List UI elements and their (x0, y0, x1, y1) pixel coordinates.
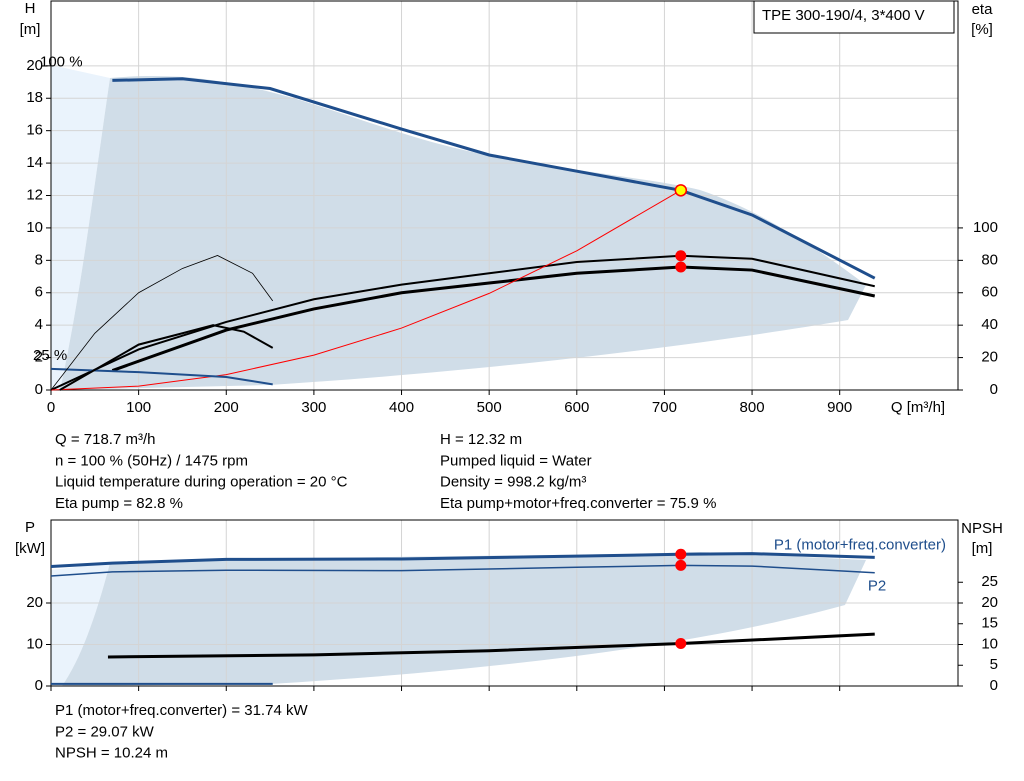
curve (107, 632, 875, 659)
x-tick-label: 0 (47, 399, 55, 416)
y-tick-label: 8 (35, 251, 43, 268)
info-line: Q = 718.7 m³/h (55, 431, 155, 448)
x-tick-label: 600 (564, 399, 589, 416)
y2-tick-label: 40 (981, 316, 998, 333)
curve (111, 265, 876, 372)
info-line: Pumped liquid = Water (440, 452, 592, 469)
speed-label: 25 % (33, 347, 67, 364)
y-axis-label: H (25, 0, 36, 17)
info-line: Eta pump+motor+freq.converter = 75.9 % (440, 495, 716, 512)
y2-tick-label: 60 (981, 284, 998, 301)
curve (50, 254, 875, 391)
x-axis-label: Q [m³/h] (891, 399, 945, 416)
info-line: P2 = 29.07 kW (55, 723, 155, 740)
plot-frame (50, 0, 959, 391)
y2-tick-label: 0 (990, 677, 998, 694)
operating-area (60, 76, 866, 391)
y-axis-label: P (25, 519, 35, 536)
min-area-bottom (51, 563, 110, 686)
series-label: P2 (868, 578, 886, 595)
curve (50, 564, 875, 577)
y2-axis-unit: [m] (972, 540, 993, 557)
curve (112, 77, 876, 280)
y-axis-unit: [m] (20, 21, 41, 38)
x-tick-label: 700 (652, 399, 677, 416)
curve (50, 552, 875, 568)
y-tick-label: 0 (35, 381, 43, 398)
duty-point (674, 184, 688, 197)
info-line: Eta pump = 82.8 % (55, 495, 183, 512)
curve (50, 255, 274, 391)
y-tick-label: 16 (26, 122, 43, 139)
y-tick-label: 10 (26, 219, 43, 236)
duty-point (675, 548, 687, 560)
title-box-text: TPE 300-190/4, 3*400 V (762, 7, 925, 24)
y2-tick-label: 80 (981, 251, 998, 268)
y2-axis-label: eta (972, 1, 994, 18)
info-line: P1 (motor+freq.converter) = 31.74 kW (55, 702, 308, 719)
y2-tick-label: 20 (981, 594, 998, 611)
duty-point (675, 638, 687, 650)
y2-tick-label: 100 (973, 219, 998, 236)
curve (59, 324, 274, 391)
y-tick-label: 20 (26, 57, 43, 74)
y2-tick-label: 25 (981, 573, 998, 590)
info-line: H = 12.32 m (440, 431, 522, 448)
y-tick-label: 0 (35, 677, 43, 694)
y2-tick-label: 15 (981, 615, 998, 632)
y-tick-label: 18 (26, 89, 43, 106)
plot-frame (50, 519, 959, 687)
y-tick-label: 2 (35, 349, 43, 366)
info-line: Liquid temperature during operation = 20… (55, 474, 348, 491)
x-tick-label: 900 (827, 399, 852, 416)
y2-axis-unit: [%] (971, 21, 993, 38)
x-tick-label: 300 (301, 399, 326, 416)
info-line: n = 100 % (50Hz) / 1475 rpm (55, 452, 248, 469)
y2-tick-label: 5 (990, 656, 998, 673)
y2-tick-label: 0 (990, 381, 998, 398)
y-tick-label: 14 (26, 154, 43, 171)
y2-tick-label: 20 (981, 349, 998, 366)
x-tick-label: 400 (389, 399, 414, 416)
y-tick-label: 4 (35, 316, 43, 333)
duty-point (675, 250, 687, 262)
y-tick-label: 12 (26, 186, 43, 203)
x-tick-label: 100 (126, 399, 151, 416)
y-tick-label: 10 (26, 635, 43, 652)
speed-label: 100 % (40, 54, 83, 71)
info-line: Density = 998.2 kg/m³ (440, 474, 586, 491)
curve (50, 189, 682, 391)
y-axis-unit: [kW] (15, 540, 45, 557)
duty-point (675, 261, 687, 273)
series-label: P1 (motor+freq.converter) (774, 536, 946, 553)
power-area (62, 552, 866, 686)
x-tick-label: 800 (740, 399, 765, 416)
y2-axis-label: NPSH (961, 520, 1003, 537)
y-tick-label: 6 (35, 284, 43, 301)
duty-point (675, 559, 687, 571)
x-tick-label: 500 (477, 399, 502, 416)
y2-tick-label: 10 (981, 635, 998, 652)
title-box (753, 0, 955, 34)
x-tick-label: 200 (214, 399, 239, 416)
info-line: NPSH = 10.24 m (55, 745, 168, 762)
y-tick-label: 20 (26, 594, 43, 611)
